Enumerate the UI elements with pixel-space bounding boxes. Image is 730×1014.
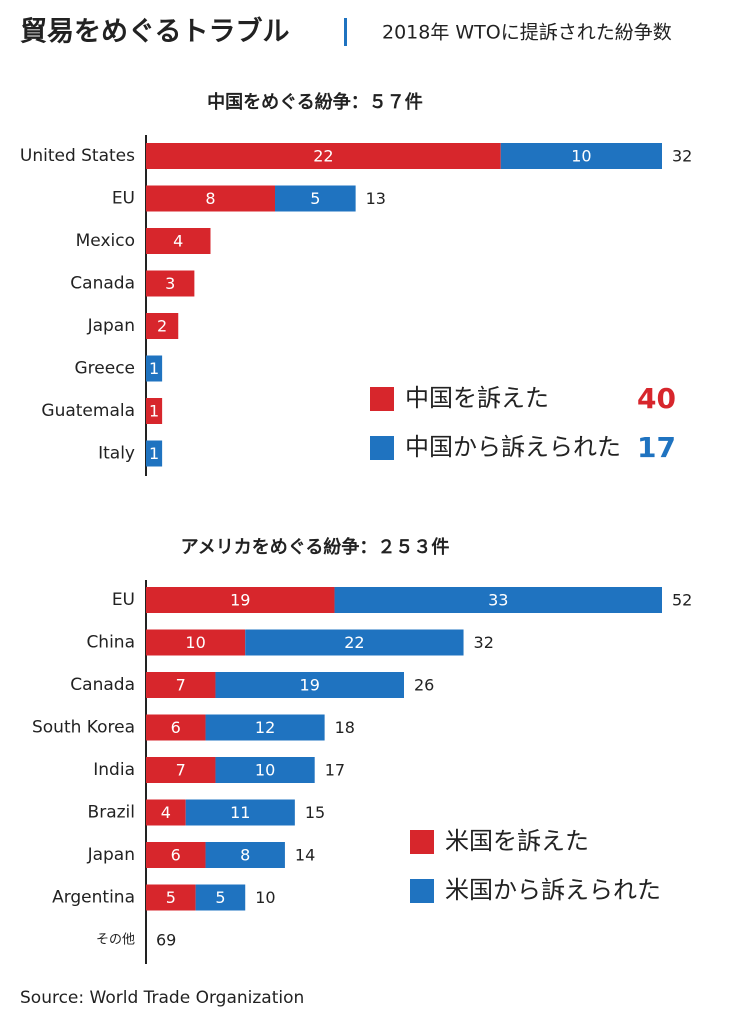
total-label: 18 [335, 718, 355, 737]
bar-segment [205, 842, 285, 868]
bar-segment [205, 714, 325, 741]
segment-label: 8 [205, 189, 215, 208]
segment-label: 19 [300, 676, 320, 695]
segment-label: 10 [185, 633, 205, 652]
bar-segment [146, 355, 163, 382]
bar-segment [215, 672, 404, 698]
legend-swatch [370, 387, 394, 411]
segment-label: 2 [157, 317, 167, 336]
legend-label: 中国を訴えた [405, 384, 549, 412]
bar-segment [146, 313, 179, 339]
bar-segment [195, 884, 246, 911]
chart-title: 中国をめぐる紛争：５７件 [207, 91, 423, 113]
segment-label: 7 [176, 761, 186, 780]
segment-label: 1 [149, 359, 159, 378]
category-label: United States [20, 146, 135, 166]
bar-segment [146, 672, 216, 698]
segment-label: 12 [255, 718, 275, 737]
segment-label: 22 [313, 147, 333, 166]
category-label: Argentina [52, 888, 135, 908]
total-label: 10 [255, 888, 275, 907]
category-label: India [93, 760, 135, 780]
bar-segment [146, 884, 196, 911]
bar-segment [146, 143, 501, 169]
chart-title: アメリカをめぐる紛争：２５３件 [181, 536, 450, 558]
category-label: Greece [74, 359, 135, 379]
total-label: 69 [156, 931, 176, 950]
bar-segment [500, 143, 662, 169]
legend-swatch [410, 830, 434, 854]
bar-segment [275, 185, 356, 212]
total-label: 14 [295, 846, 315, 865]
total-label: 15 [305, 803, 325, 822]
segment-label: 22 [344, 633, 364, 652]
total-label: 26 [414, 676, 434, 695]
bar-segment [215, 757, 315, 783]
segment-label: 6 [171, 718, 181, 737]
segment-label: 4 [161, 803, 171, 822]
segment-label: 5 [166, 888, 176, 907]
total-label: 32 [474, 633, 494, 652]
bar-segment [146, 629, 246, 656]
category-label: Japan [87, 845, 135, 865]
segment-label: 33 [488, 591, 508, 610]
legend-label: 米国を訴えた [445, 827, 589, 855]
segment-label: 10 [255, 761, 275, 780]
bar-segment [146, 398, 163, 424]
category-label: Japan [87, 316, 135, 336]
total-label: 17 [325, 761, 345, 780]
bar-segment [146, 185, 275, 212]
segment-label: 5 [310, 189, 320, 208]
legend-label: 中国から訴えられた [405, 433, 621, 461]
category-label: Brazil [88, 803, 135, 823]
category-label: Canada [70, 675, 135, 695]
category-label: Canada [70, 274, 135, 294]
bar-segment [245, 629, 464, 656]
legend-total: 17 [637, 431, 676, 464]
bar-segment [185, 799, 295, 826]
category-label: その他 [96, 933, 135, 948]
segment-label: 11 [230, 803, 250, 822]
legend-swatch [410, 879, 434, 903]
total-label: 32 [672, 147, 692, 166]
legend-swatch [370, 436, 394, 460]
bar-segment [146, 842, 206, 868]
total-label: 52 [672, 591, 692, 610]
category-label: EU [112, 189, 135, 209]
segment-label: 8 [240, 846, 250, 865]
segment-label: 19 [230, 591, 250, 610]
segment-label: 1 [149, 444, 159, 463]
legend-total: 40 [637, 382, 676, 415]
bar-segment [146, 270, 195, 297]
bar-segment [146, 228, 211, 254]
segment-label: 10 [571, 147, 591, 166]
category-label: Mexico [76, 231, 135, 251]
page-subtitle: 2018年 WTOに提訴された紛争数 [382, 22, 672, 44]
segment-label: 4 [173, 232, 183, 251]
segment-label: 5 [215, 888, 225, 907]
segment-label: 6 [171, 846, 181, 865]
bar-segment [146, 440, 163, 467]
category-label: Italy [98, 444, 135, 464]
separator [344, 18, 347, 46]
page-title: 貿易をめぐるトラブル [20, 16, 289, 48]
bar-segment [146, 757, 216, 783]
total-label: 13 [366, 189, 386, 208]
segment-label: 7 [176, 676, 186, 695]
category-label: South Korea [32, 718, 135, 738]
bar-segment [146, 799, 186, 826]
legend-label: 米国から訴えられた [445, 876, 661, 904]
category-label: EU [112, 590, 135, 610]
bar-segment [146, 714, 206, 741]
segment-label: 3 [165, 274, 175, 293]
bar-segment [334, 587, 662, 613]
segment-label: 1 [149, 402, 159, 421]
category-label: Guatemala [41, 401, 135, 421]
bar-segment [146, 587, 335, 613]
category-label: China [86, 633, 135, 653]
source: Source: World Trade Organization [20, 988, 304, 1008]
